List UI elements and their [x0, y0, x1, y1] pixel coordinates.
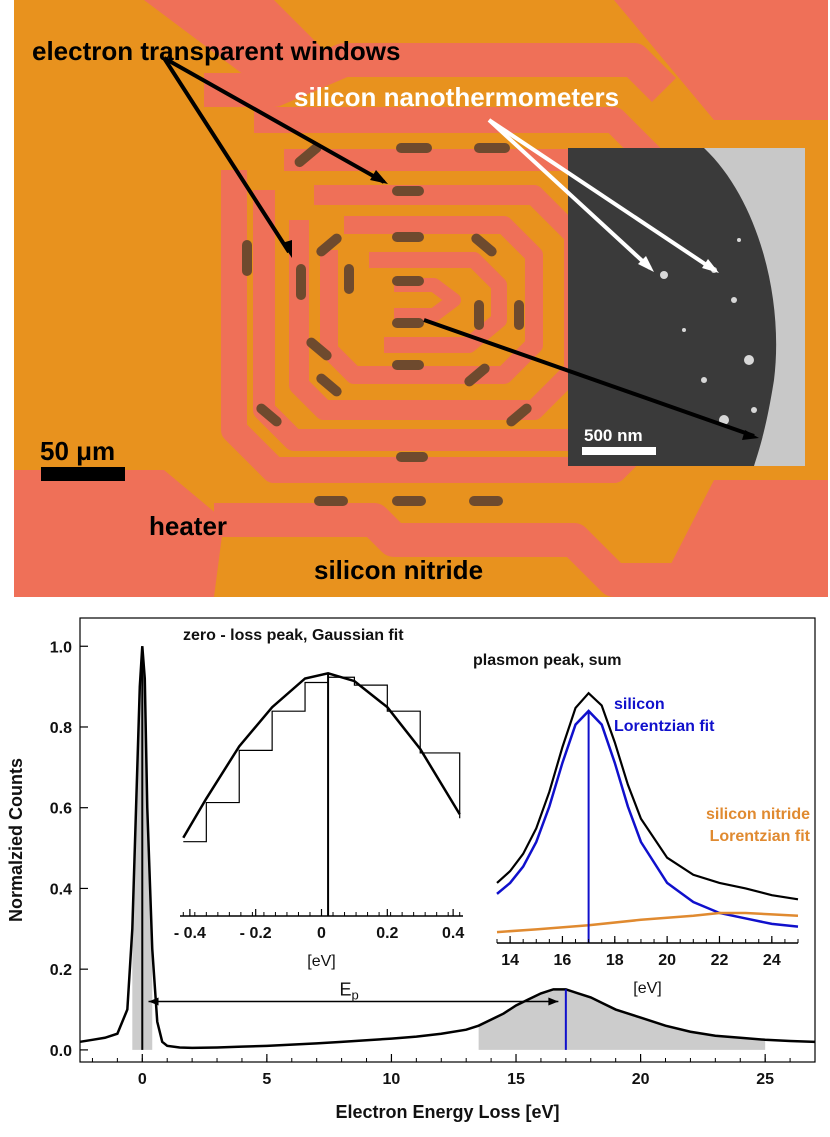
x-axis-label: Electron Energy Loss [eV] — [335, 1102, 559, 1122]
legend-silicon-1: silicon — [614, 696, 665, 713]
inset-x-label: [eV] — [633, 980, 661, 997]
gaussian-fit-line — [182, 671, 461, 839]
y-tick-label: 1.0 — [50, 639, 72, 656]
ep-arrow-left — [148, 997, 159, 1006]
x-tick-label: 10 — [383, 1071, 401, 1088]
inset-title: zero - loss peak, Gaussian fit — [183, 627, 404, 644]
plot-frame — [79, 617, 816, 1063]
inset-title: plasmon peak, sum — [473, 652, 622, 669]
micrograph: 500 nm 50 μm electron transparent window… — [14, 0, 828, 597]
x-tick-label: 20 — [658, 952, 676, 969]
x-tick-label: 15 — [507, 1071, 525, 1088]
inset-scalebar-label: 500 nm — [584, 426, 643, 445]
x-tick-label: 14 — [501, 952, 519, 969]
y-axis-label: Normalzied Counts — [6, 758, 26, 922]
nitride-fit-line — [496, 911, 799, 934]
x-tick-label: 18 — [606, 952, 624, 969]
x-tick-label: 5 — [262, 1071, 271, 1088]
spectrum-line — [79, 646, 816, 1050]
label-thermometers: silicon nanothermometers — [294, 82, 619, 112]
inset-scalebar — [582, 447, 656, 455]
x-tick-label: 0.4 — [442, 925, 464, 942]
x-tick-label: - 0.2 — [240, 925, 272, 942]
main-plot: Ep 0 5 10 15 20 25 0.0 0.2 0.4 0.6 0.8 1.0 Electron E… — [6, 617, 816, 1122]
electron-windows — [242, 142, 532, 506]
legend-nitride-1: silicon nitride — [706, 806, 810, 823]
x-tick-label: 0 — [138, 1071, 147, 1088]
x-tick-label: 25 — [756, 1071, 774, 1088]
y-tick-label: 0.8 — [50, 720, 72, 737]
eels-spectrum-plot: Ep 0 5 10 15 20 25 0.0 0.2 0.4 0.6 0.8 1.0 Electron E… — [6, 617, 816, 1122]
ep-label: Ep — [339, 979, 358, 1002]
ep-arrow-right — [548, 997, 559, 1006]
x-tick-label: 24 — [763, 952, 781, 969]
y-tick-label: 0.0 — [50, 1043, 72, 1060]
x-tick-label: 20 — [632, 1071, 650, 1088]
main-scalebar-label: 50 μm — [40, 436, 115, 466]
main-scalebar — [41, 467, 125, 481]
x-tick-label: 16 — [554, 952, 572, 969]
arrows — [162, 56, 759, 440]
y-tick-label: 0.6 — [50, 801, 72, 818]
shaded-area-1 — [478, 989, 766, 1050]
plasmon-sum-line — [496, 691, 799, 901]
x-tick-label: 0.2 — [376, 925, 398, 942]
y-tick-label: 0.4 — [50, 881, 72, 898]
y-tick-label: 0.2 — [50, 962, 72, 979]
legend-silicon-2: Lorentzian fit — [614, 718, 715, 735]
inset-zero-loss: - 0.4 - 0.2 0 0.2 0.4 [eV] zero - loss peak, G… — [174, 627, 464, 970]
label-heater: heater — [149, 511, 227, 541]
inset-x-label: [eV] — [307, 953, 335, 970]
legend-nitride-2: Lorentzian fit — [710, 828, 811, 845]
x-tick-label: - 0.4 — [174, 925, 206, 942]
label-windows: electron transparent windows — [32, 36, 400, 66]
inset-plasmon: 14 16 18 20 22 24 [eV] plasmon peak, sum silicon… — [473, 652, 811, 997]
label-nitride: silicon nitride — [314, 555, 483, 585]
zero-loss-histogram — [183, 676, 461, 843]
x-tick-label: 0 — [317, 925, 326, 942]
x-tick-label: 22 — [711, 952, 729, 969]
